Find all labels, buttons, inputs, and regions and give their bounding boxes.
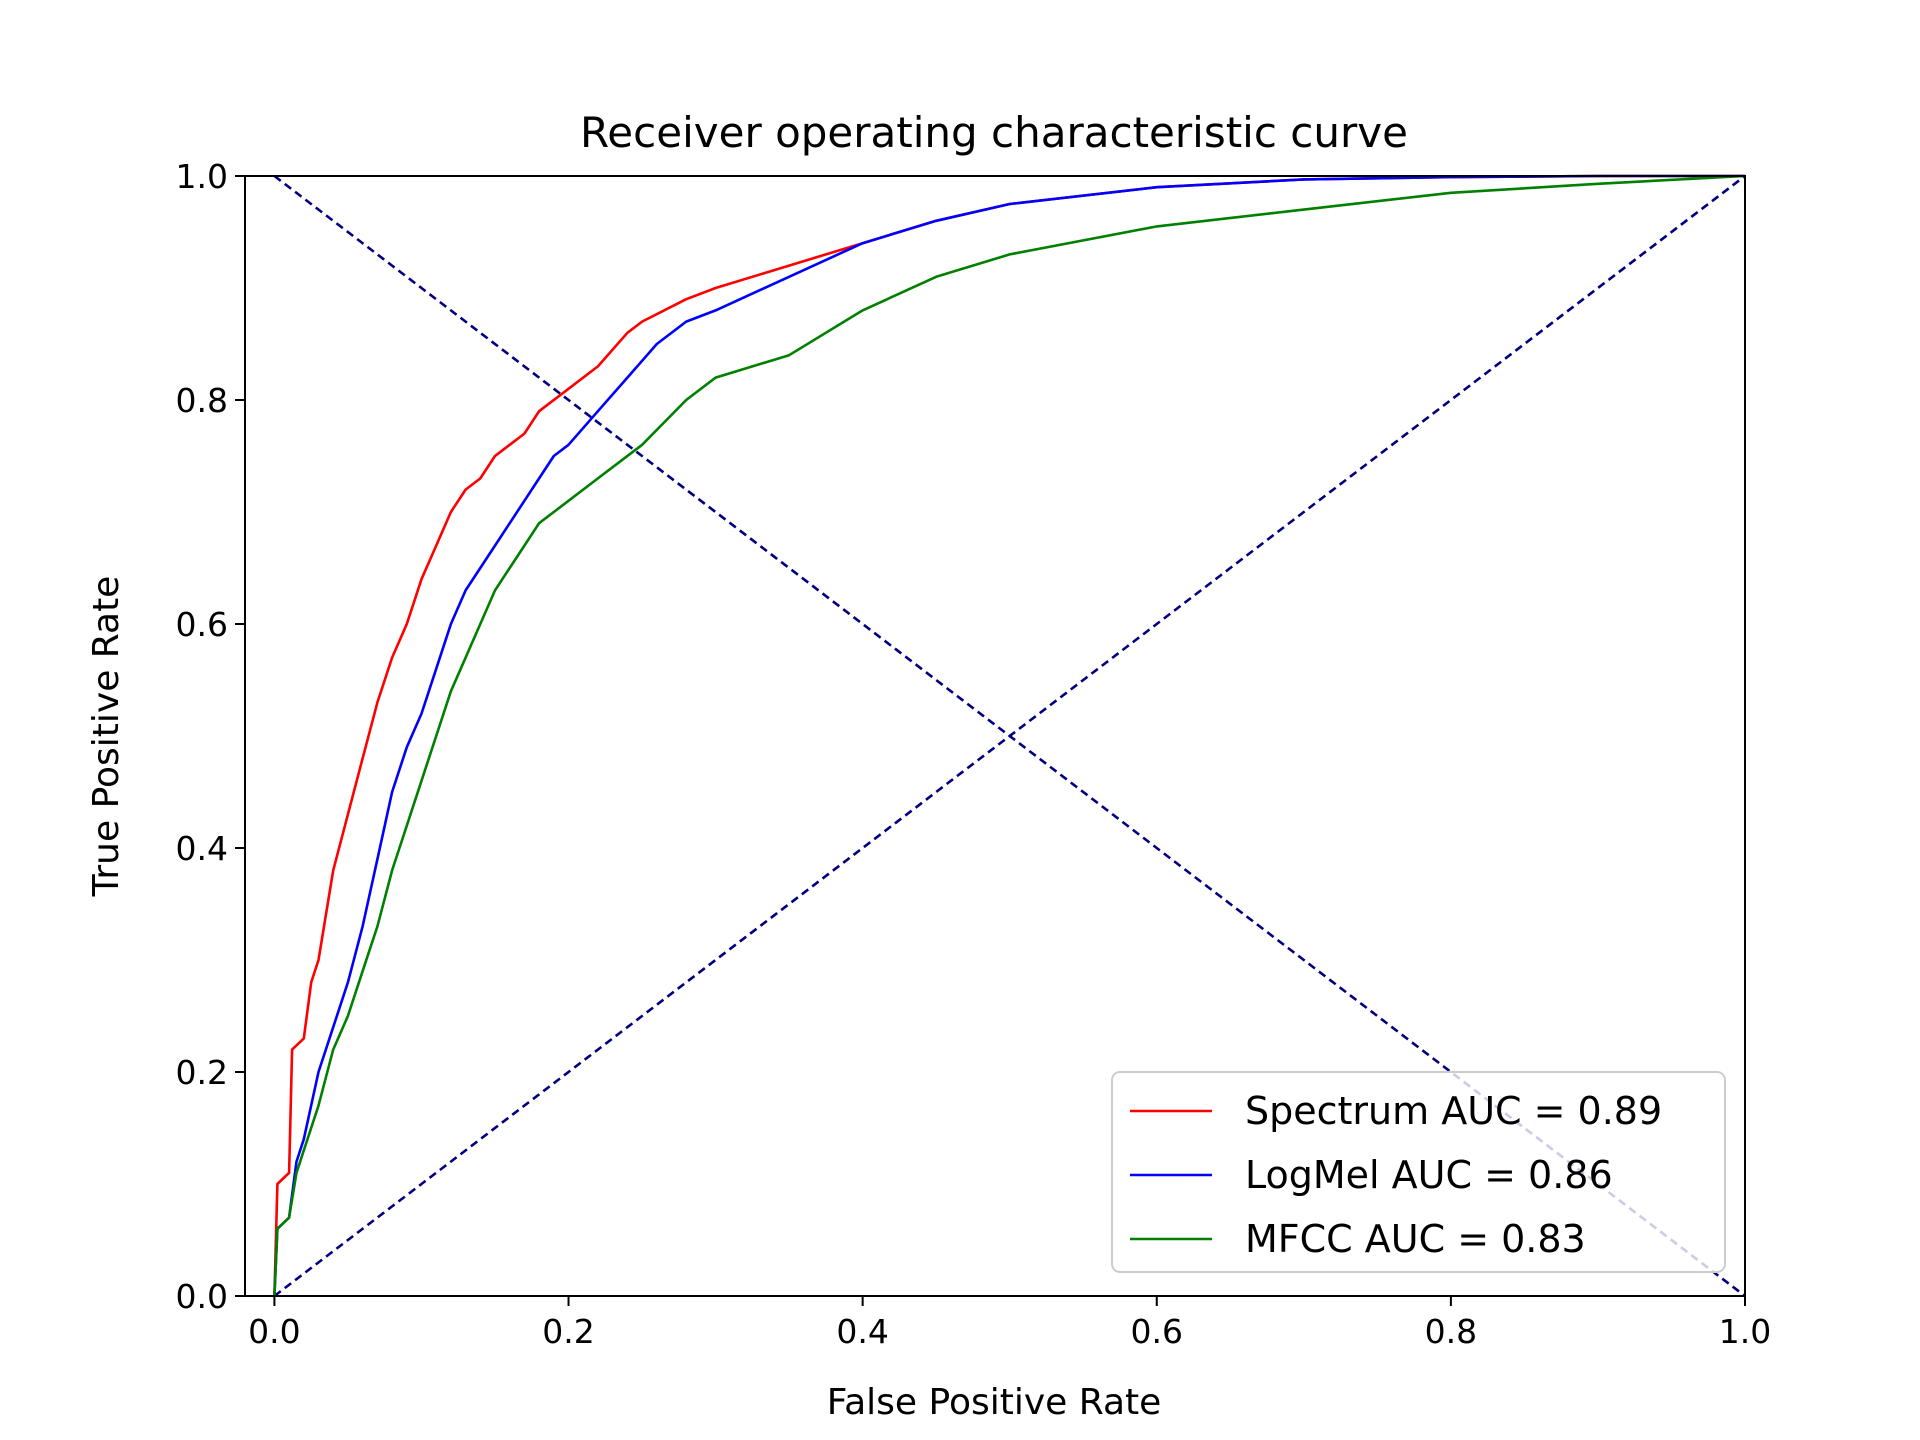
x-tick-label: 0.2	[542, 1312, 594, 1351]
y-axis-ticks: 0.0 0.2 0.4 0.6 0.8 1.0	[176, 157, 245, 1316]
x-axis-label: False Positive Rate	[827, 1382, 1162, 1423]
y-tick-label: 0.6	[176, 605, 228, 644]
y-tick-label: 1.0	[176, 157, 228, 196]
series-line-2	[273, 174, 1745, 1297]
legend: Spectrum AUC = 0.89 LogMel AUC = 0.86 MFCC…	[1111, 1071, 1726, 1273]
plot-frame	[244, 175, 1746, 1297]
legend-label-3: MFCC AUC = 0.83	[1245, 1217, 1586, 1261]
x-tick-label: 0.4	[836, 1312, 888, 1351]
y-tick-label: 0.4	[176, 829, 228, 868]
x-tick-label: 1.0	[1719, 1312, 1771, 1351]
y-axis-label: True Positive Rate	[86, 576, 127, 898]
x-tick-label: 0.0	[248, 1312, 300, 1351]
y-tick-label: 0.2	[176, 1053, 228, 1092]
y-tick-label: 0.8	[176, 381, 228, 420]
legend-label-2: LogMel AUC = 0.86	[1245, 1153, 1613, 1197]
chart-title: Receiver operating characteristic curve	[580, 108, 1408, 157]
x-tick-label: 0.8	[1425, 1312, 1477, 1351]
legend-label-1: Spectrum AUC = 0.89	[1245, 1089, 1662, 1133]
x-tick-label: 0.6	[1131, 1312, 1183, 1351]
x-axis-ticks: 0.0 0.2 0.4 0.6 0.8 1.0	[248, 1296, 1771, 1351]
legend-frame	[1111, 1071, 1726, 1273]
series-lines	[273, 174, 1746, 1297]
y-tick-label: 0.0	[176, 1277, 228, 1316]
legend-items: Spectrum AUC = 0.89 LogMel AUC = 0.86 MFCC…	[1130, 1089, 1662, 1261]
series-line-3	[273, 174, 1746, 1297]
